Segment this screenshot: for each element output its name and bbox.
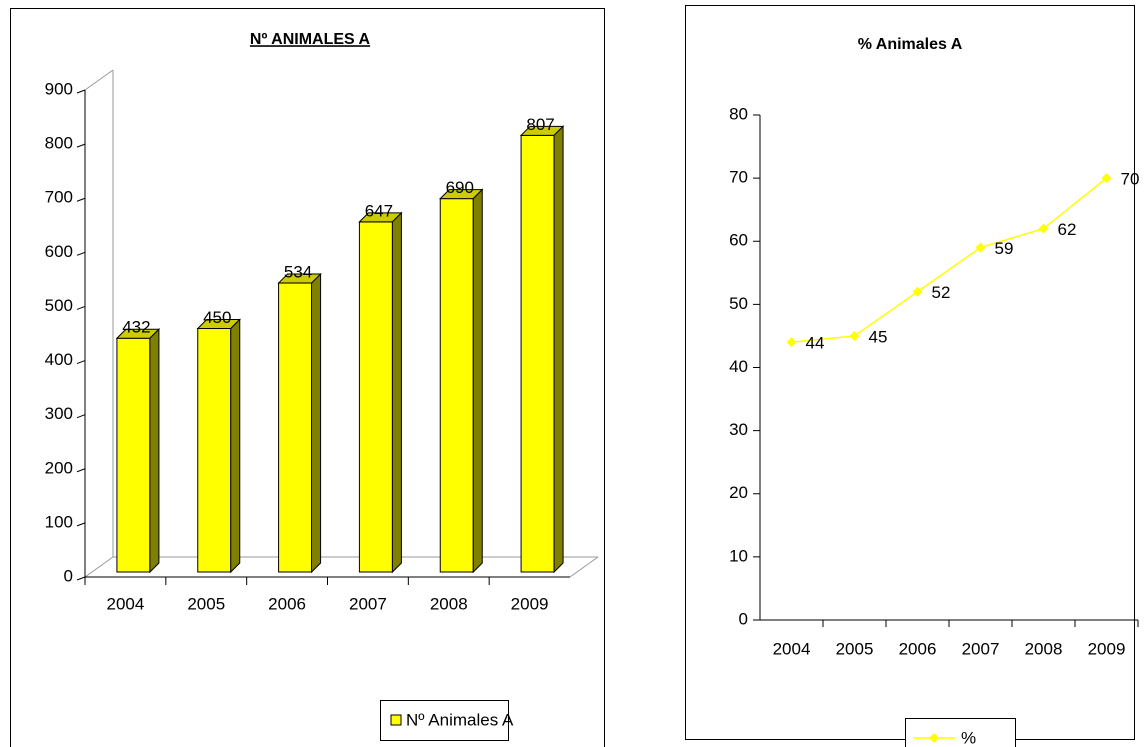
x-tick-label: 2006 [268,594,306,613]
y-tick-label: 400 [45,350,73,369]
marker [1101,173,1112,184]
bar [196,318,241,574]
value-label: 59 [995,239,1014,258]
bar-face [553,125,564,574]
x-tick-label: 2008 [1025,639,1063,658]
y-tick-label: 800 [45,134,73,153]
marker [912,286,923,297]
bar [439,188,484,574]
chart-title: Nº ANIMALES A [250,31,371,48]
legend-label: % [961,728,976,747]
value-label: 647 [365,201,393,220]
chart-frame [685,5,1135,740]
x-tick-label: 2005 [187,594,225,613]
legend-swatch [390,714,402,726]
value-label: 52 [932,283,951,302]
x-tick-label: 2004 [773,639,811,658]
marker [849,330,860,341]
legend-box [380,700,509,741]
bar [277,272,322,574]
marker [975,242,986,253]
bar [358,211,403,574]
y-tick-label: 900 [45,79,73,98]
x-tick-label: 2009 [511,594,549,613]
bar-face [472,188,483,574]
legend-marker [929,733,939,743]
bar-face [230,318,241,574]
y-tick [76,414,86,419]
bar [519,125,565,574]
value-label: 45 [869,327,888,346]
x-tick-label: 2009 [1088,639,1126,658]
line [791,177,1107,343]
y-tick-label: 700 [45,188,73,207]
y-tick-label: 200 [45,458,73,477]
marker [786,337,797,348]
y-tick [76,468,86,473]
y-tick [76,360,86,365]
y-tick-label: 10 [729,546,748,565]
value-label: 534 [284,263,312,282]
x-tick-label: 2006 [899,639,937,658]
y-tick-label: 100 [45,512,73,531]
y-tick-label: 30 [729,420,748,439]
bar-face [391,211,402,574]
x-tick-label: 2004 [107,594,145,613]
x-tick-label: 2005 [836,639,874,658]
value-label: 690 [446,178,474,197]
bar-face [197,328,232,573]
value-label: 450 [203,308,231,327]
bar-face [439,198,474,573]
y-tick [76,251,86,256]
y-tick [76,89,86,94]
legend-label: Nº Animales A [406,710,514,729]
y-tick [76,197,86,202]
y-tick [76,576,86,581]
x-tick-label: 2007 [962,639,1000,658]
y-tick-label: 0 [739,609,748,628]
y-tick-label: 300 [45,404,73,423]
value-label: 62 [1058,220,1077,239]
y-tick-label: 20 [729,483,748,502]
y-tick-label: 50 [729,294,748,313]
value-label: 44 [806,334,825,353]
bar-face [278,282,313,573]
legend-box [905,718,1016,747]
value-label: 70 [1121,170,1140,189]
y-tick-label: 0 [64,566,73,585]
side-wall [84,69,599,578]
y-tick-label: 60 [729,231,748,250]
bar-face [520,134,555,573]
y-tick-label: 40 [729,357,748,376]
value-label: 807 [526,115,554,134]
y-tick [76,305,86,310]
marker [1038,223,1049,234]
y-tick [76,522,86,527]
bar-face [116,337,151,573]
y-tick-label: 80 [729,104,748,123]
y-tick-label: 500 [45,296,73,315]
chart-title: % Animales A [858,36,963,53]
x-tick-label: 2007 [349,594,387,613]
value-label: 432 [122,318,150,337]
x-tick-label: 2008 [430,594,468,613]
y-tick-label: 70 [729,168,748,187]
bar-face [149,328,160,574]
bar-face [358,221,393,573]
y-tick [76,143,86,148]
bar [115,328,161,574]
bar-face [311,272,322,574]
y-tick-label: 600 [45,242,73,261]
